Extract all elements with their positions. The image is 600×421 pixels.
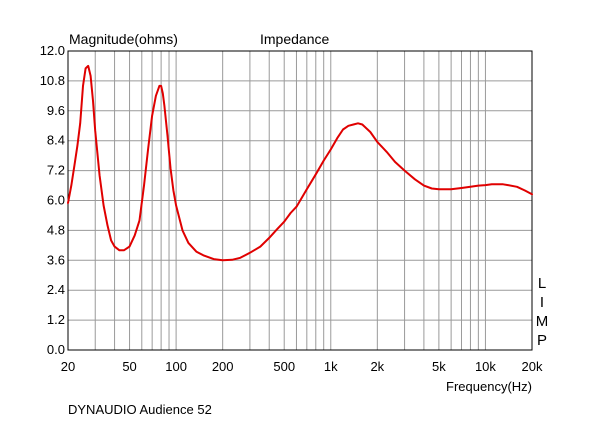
x-tick-label: 1k [324, 359, 338, 374]
x-tick-label: 200 [212, 359, 234, 374]
y-tick-label: 4.8 [47, 222, 65, 237]
y-tick-labels: 0.0 1.2 2.4 3.6 4.8 6.0 7.2 8.4 9.6 10.8 12.0 [40, 43, 65, 357]
y-tick-label: 1.2 [47, 312, 65, 327]
side-label-letter: I [540, 294, 544, 311]
x-tick-label: 100 [165, 359, 187, 374]
y-tick-label: 3.6 [47, 252, 65, 267]
side-label-letter: L [538, 275, 546, 292]
x-axis-label: Frequency(Hz) [446, 379, 532, 394]
side-label-letter: M [536, 313, 549, 330]
side-label-letter: P [537, 332, 547, 349]
y-axis-label: Magnitude(ohms) [69, 31, 178, 47]
y-tick-label: 2.4 [47, 282, 65, 297]
y-tick-label: 0.0 [47, 342, 65, 357]
series-layer [67, 64, 533, 262]
y-tick-label: 10.8 [40, 73, 65, 88]
x-tick-label: 10k [475, 359, 496, 374]
y-tick-label: 9.6 [47, 103, 65, 118]
impedance-series-line [67, 64, 533, 262]
chart-caption: DYNAUDIO Audience 52 [68, 402, 212, 417]
y-tick-label: 6.0 [47, 193, 65, 208]
x-tick-labels: 20 50 100 200 500 1k 2k 5k 10k 20k [61, 359, 543, 374]
x-tick-label: 20 [61, 359, 75, 374]
x-tick-label: 20k [522, 359, 543, 374]
x-tick-label: 2k [370, 359, 384, 374]
x-tick-label: 500 [273, 359, 295, 374]
y-tick-label: 8.4 [47, 133, 65, 148]
y-tick-label: 7.2 [47, 163, 65, 178]
x-tick-label: 5k [432, 359, 446, 374]
x-tick-label: 50 [122, 359, 136, 374]
chart-title: Impedance [260, 31, 329, 47]
y-tick-label: 12.0 [40, 43, 65, 58]
